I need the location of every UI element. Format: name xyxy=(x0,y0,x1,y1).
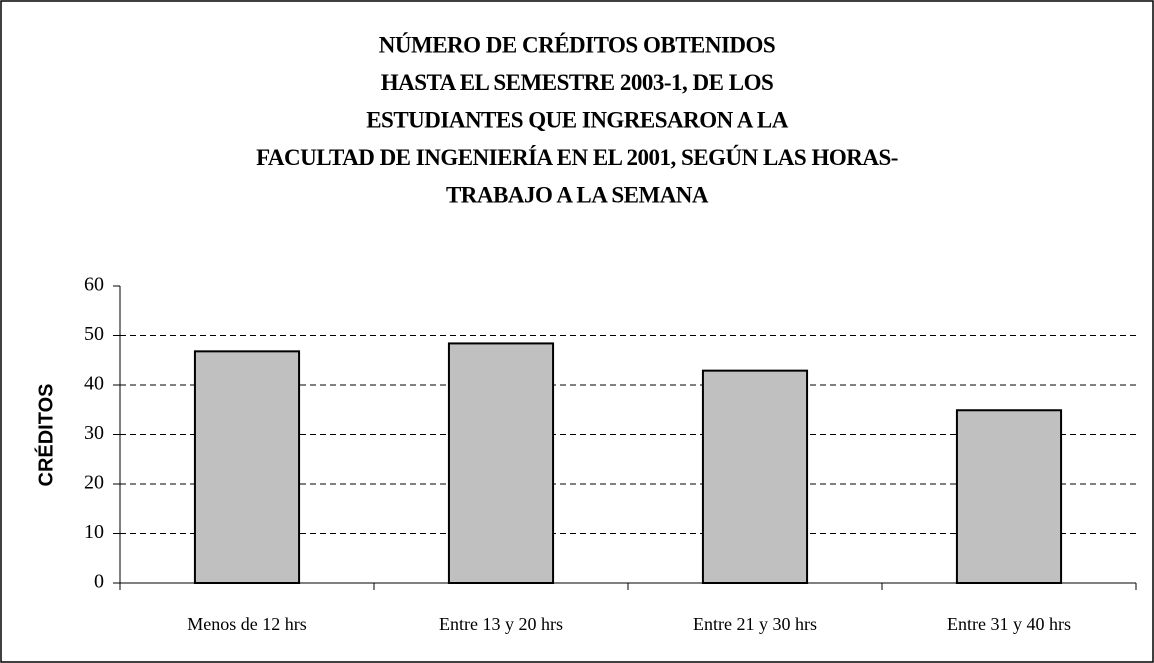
y-tick-label: 30 xyxy=(84,422,104,444)
chart-title: ESTUDIANTES QUE INGRESARON A LA xyxy=(366,107,789,132)
y-axis-label: CRÉDITOS xyxy=(34,384,57,487)
bar xyxy=(447,342,555,585)
y-tick-label: 20 xyxy=(84,472,104,494)
y-tick-label: 50 xyxy=(84,323,104,345)
bar xyxy=(193,350,301,584)
y-tick-label: 10 xyxy=(84,521,104,543)
y-tick-label: 60 xyxy=(84,274,104,296)
chart-title: FACULTAD DE INGENIERÍA EN EL 2001, SEGÚN… xyxy=(256,145,898,170)
y-tick-label: 40 xyxy=(84,373,104,395)
chart-title: NÚMERO DE CRÉDITOS OBTENIDOS xyxy=(379,32,775,57)
chart-title: TRABAJO A LA SEMANA xyxy=(446,182,709,207)
bar xyxy=(701,369,809,584)
x-tick-label: Entre 21 y 30 hrs xyxy=(693,614,817,634)
x-tick-label: Entre 13 y 20 hrs xyxy=(439,614,563,634)
chart-title: HASTA EL SEMESTRE 2003-1, DE LOS xyxy=(381,70,774,95)
x-tick-label: Menos de 12 hrs xyxy=(187,614,307,634)
bar xyxy=(955,409,1063,584)
x-tick-label: Entre 31 y 40 hrs xyxy=(947,614,1071,634)
y-tick-label: 0 xyxy=(94,571,104,593)
